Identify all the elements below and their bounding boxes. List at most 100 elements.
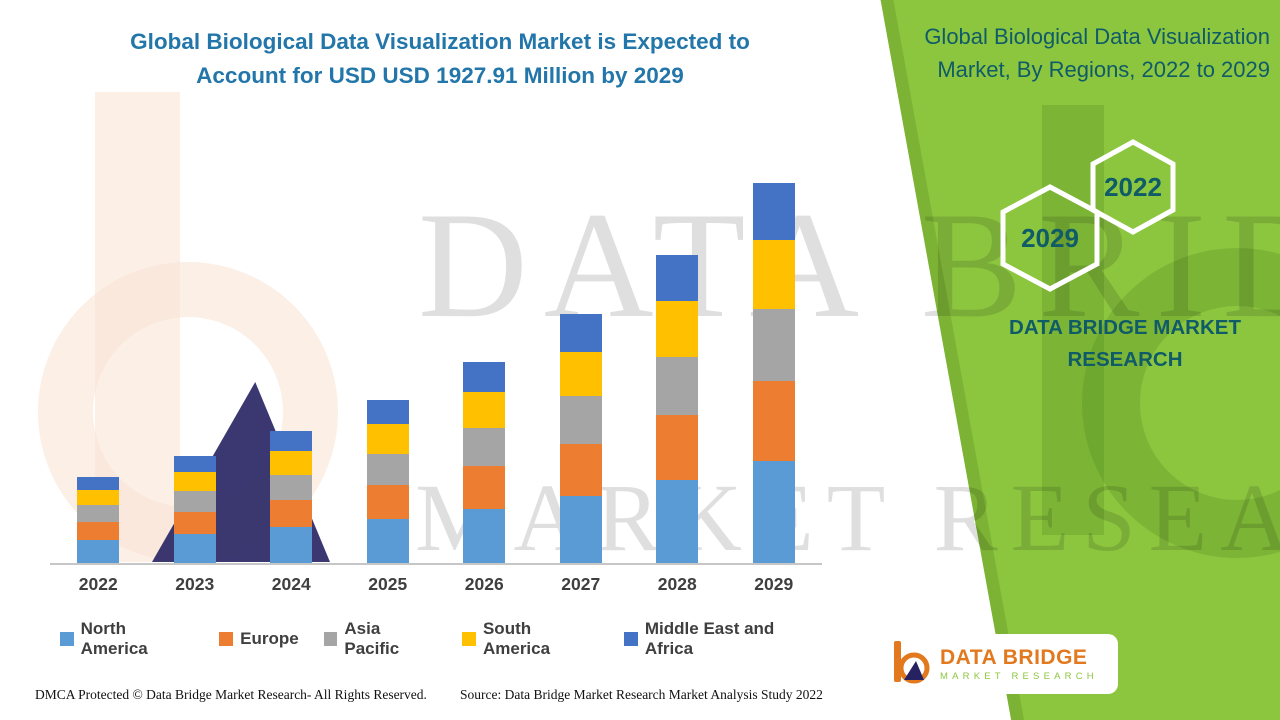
bar-segment bbox=[559, 443, 602, 496]
stacked-bar-2026 bbox=[463, 361, 506, 563]
bar-column-2026 bbox=[436, 180, 533, 563]
legend-swatch bbox=[323, 632, 338, 646]
stacked-bar-2023 bbox=[173, 456, 216, 563]
bar-segment bbox=[173, 472, 216, 492]
plot-area bbox=[50, 180, 822, 565]
bar-segment bbox=[463, 361, 506, 392]
bar-segment bbox=[77, 505, 120, 522]
bar-segment bbox=[656, 301, 699, 357]
stacked-bar-2029 bbox=[752, 183, 795, 563]
stacked-bar-2028 bbox=[656, 255, 699, 563]
watermark-text-line2: MARKET RESEARCH bbox=[415, 464, 1280, 571]
x-axis-label: 2026 bbox=[464, 574, 504, 594]
databridge-logo-text: DATA BRIDGE MARKET RESEARCH bbox=[940, 646, 1098, 683]
bar-segment bbox=[270, 474, 313, 500]
legend-swatch bbox=[462, 632, 476, 646]
hexagon-2022: 2022 bbox=[1088, 139, 1178, 240]
databridge-logo-title: DATA BRIDGE bbox=[940, 645, 1088, 669]
stacked-bar-2027 bbox=[559, 314, 602, 563]
bar-segment bbox=[173, 491, 216, 512]
bar-segment bbox=[270, 431, 313, 452]
bar-segment bbox=[366, 400, 409, 425]
legend-swatch bbox=[219, 632, 234, 646]
bar-segment bbox=[559, 314, 602, 352]
bar-segment bbox=[752, 183, 795, 241]
side-panel-heading: Global Biological Data Visualization Mar… bbox=[924, 24, 1270, 82]
bar-segment bbox=[656, 255, 699, 302]
stacked-bar-2024 bbox=[270, 431, 313, 563]
legend-label: South America bbox=[482, 619, 551, 658]
bar-segment bbox=[77, 521, 120, 540]
bar-segment bbox=[270, 499, 313, 528]
legend-item: South America bbox=[462, 619, 599, 659]
x-axis: 2022 2023 2024 2025 2026 2027 2028 2029 bbox=[50, 574, 822, 595]
bar-column-2028 bbox=[629, 180, 726, 563]
legend-item: Europe bbox=[219, 629, 299, 649]
stacked-bar-chart: 2022 2023 2024 2025 2026 2027 2028 2029 North A… bbox=[50, 180, 822, 659]
bar-column-2027 bbox=[533, 180, 630, 563]
chart-title-line1: Global Biological Data Visualization Mar… bbox=[130, 29, 750, 54]
footer-dmca-text: DMCA Protected © Data Bridge Market Rese… bbox=[35, 687, 427, 702]
legend-label: Europe bbox=[240, 629, 299, 648]
legend-item: North America bbox=[60, 619, 194, 659]
x-axis-label: 2029 bbox=[754, 574, 794, 594]
bar-segment bbox=[559, 495, 602, 563]
bar-segment bbox=[173, 456, 216, 473]
chart-title: Global Biological Data Visualization Mar… bbox=[70, 25, 810, 93]
bar-segment bbox=[559, 396, 602, 444]
bar-segment bbox=[366, 424, 409, 454]
bar-segment bbox=[270, 451, 313, 475]
databridge-logo-subtitle: MARKET RESEARCH bbox=[940, 670, 1098, 682]
bar-column-2024 bbox=[243, 180, 340, 563]
bar-segment bbox=[463, 508, 506, 563]
bar-segment bbox=[173, 534, 216, 563]
bar-segment bbox=[752, 308, 795, 381]
side-panel-brand: DATA BRIDGE MARKET RESEARCH bbox=[1009, 316, 1241, 371]
x-axis-label: 2025 bbox=[368, 574, 408, 594]
legend-label: Asia Pacific bbox=[344, 619, 400, 658]
legend-swatch bbox=[624, 632, 638, 646]
bar-segment bbox=[656, 415, 699, 480]
stacked-bar-2025 bbox=[366, 400, 409, 563]
bar-segment bbox=[366, 484, 409, 519]
bar-segment bbox=[752, 240, 795, 309]
x-axis-label: 2022 bbox=[78, 574, 118, 594]
legend-swatch bbox=[60, 632, 74, 646]
bar-segment bbox=[559, 351, 602, 397]
bar-segment bbox=[463, 466, 506, 509]
bar-segment bbox=[656, 356, 699, 416]
bar-column-2023 bbox=[147, 180, 244, 563]
bar-segment bbox=[752, 460, 795, 563]
bar-segment bbox=[77, 539, 120, 563]
bar-segment bbox=[752, 380, 795, 461]
bar-segment bbox=[77, 476, 120, 490]
x-axis-label: 2028 bbox=[657, 574, 697, 594]
x-axis-label: 2024 bbox=[271, 574, 311, 594]
bar-segment bbox=[270, 527, 313, 563]
databridge-logo: DATA BRIDGE MARKET RESEARCH bbox=[878, 634, 1118, 694]
bar-column-2025 bbox=[340, 180, 437, 563]
bar-segment bbox=[366, 519, 409, 563]
legend-item: Middle East and Africa bbox=[624, 619, 822, 659]
chart-legend: North America Europe Asia Pacific South Ame… bbox=[50, 619, 822, 659]
bar-segment bbox=[463, 391, 506, 429]
x-axis-label: 2027 bbox=[561, 574, 601, 594]
bar-segment bbox=[173, 511, 216, 535]
legend-label: Middle East and Africa bbox=[644, 619, 775, 658]
bar-segment bbox=[656, 480, 699, 563]
legend-label: North America bbox=[80, 619, 148, 658]
hexagon-2022-outline bbox=[1090, 139, 1176, 235]
bar-segment bbox=[463, 428, 506, 467]
bar-column-2022 bbox=[50, 180, 147, 563]
chart-title-line2: Account for USD USD 1927.91 Million by 2… bbox=[196, 62, 684, 88]
bar-column-2029 bbox=[726, 180, 823, 563]
databridge-logo-icon bbox=[890, 639, 930, 690]
x-axis-label: 2023 bbox=[175, 574, 215, 594]
legend-item: Asia Pacific bbox=[323, 619, 438, 659]
stacked-bar-2022 bbox=[77, 476, 120, 563]
hexagon-2022-label: 2022 bbox=[1104, 172, 1162, 202]
hexagon-2029-label: 2029 bbox=[1021, 223, 1079, 253]
bar-segment bbox=[77, 489, 120, 506]
bar-segment bbox=[366, 453, 409, 485]
